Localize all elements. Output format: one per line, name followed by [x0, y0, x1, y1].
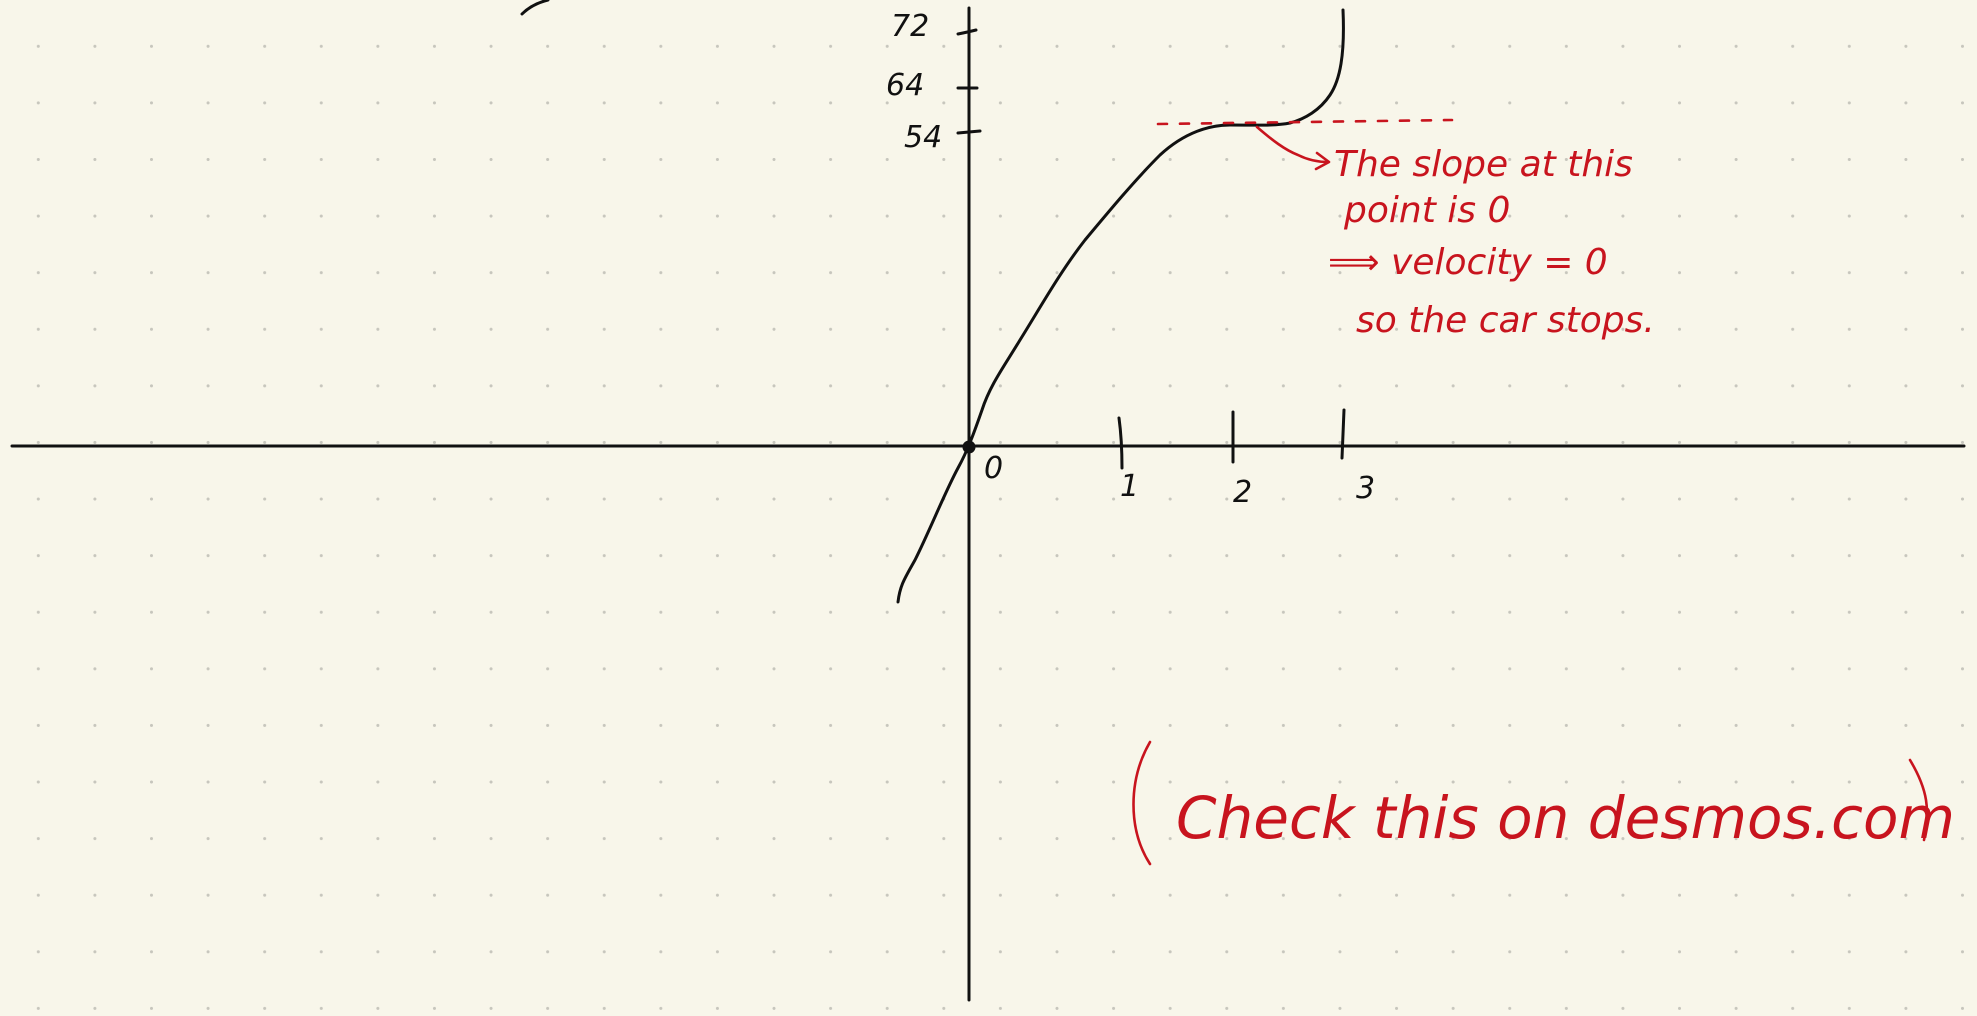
y-tick-label-72: 72 [891, 9, 929, 44]
x-tick-label-3: 3 [1356, 471, 1375, 506]
position-curve [896, 8, 1345, 604]
tangent-line-dashed [1156, 118, 1454, 126]
desmos-note: Check this on desmos.com [1176, 784, 1955, 852]
stray-stroke [520, 0, 550, 16]
annotation-line-2: point is 0 [1343, 190, 1510, 231]
note-open-paren [1132, 740, 1152, 866]
x-tick-3 [1340, 408, 1346, 460]
x-tick-label-1: 1 [1120, 469, 1139, 504]
y-tick-label-64: 64 [886, 68, 924, 103]
note-close-paren [1908, 758, 1929, 842]
annotation-line-1: The slope at this [1334, 144, 1633, 185]
annotation-arrowhead [1314, 151, 1331, 171]
annotation-line-4: so the car stops. [1356, 300, 1655, 341]
y-tick-54 [956, 129, 982, 135]
annotation-line-3: ⟹ velocity = 0 [1328, 242, 1608, 283]
y-tick-72 [956, 28, 978, 36]
x-tick-1 [1117, 416, 1124, 470]
annotation-arrow [1255, 125, 1330, 164]
y-tick-label-54: 54 [904, 120, 942, 155]
x-tick-label-2: 2 [1233, 475, 1252, 510]
x-tick-label-0: 0 [984, 451, 1003, 486]
